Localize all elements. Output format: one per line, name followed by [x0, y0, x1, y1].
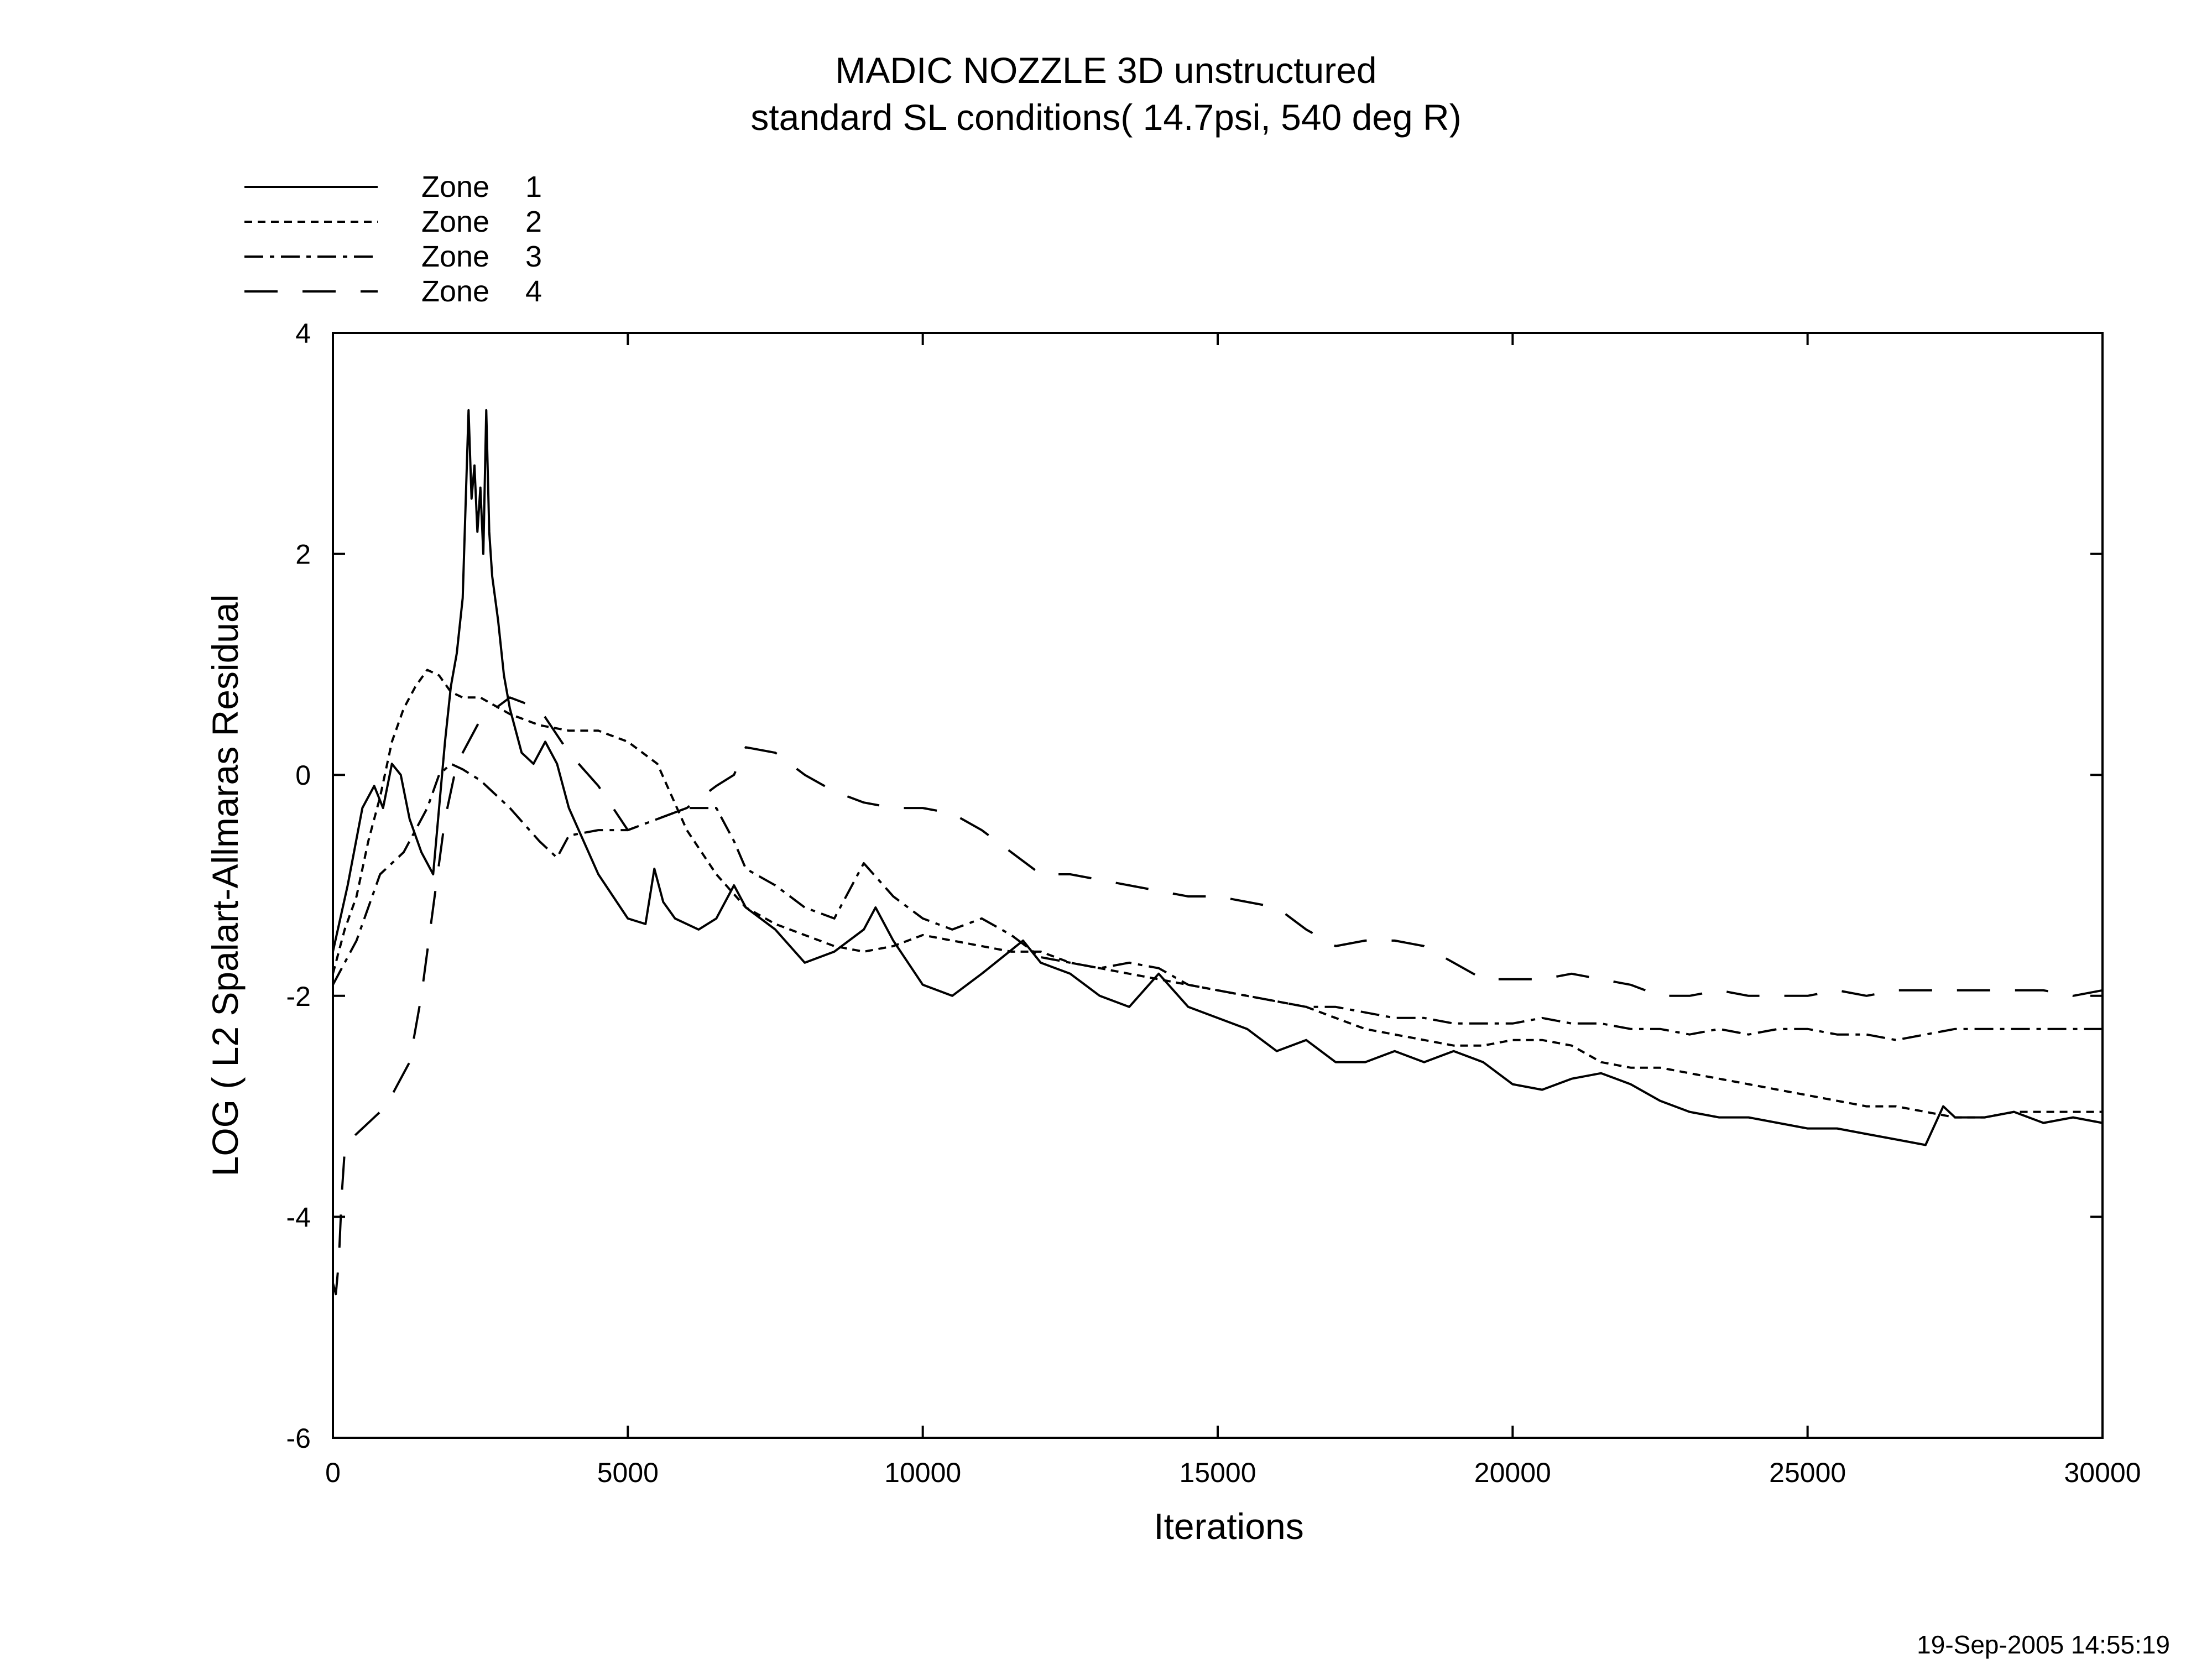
series-line-zone-4 [332, 696, 2103, 1296]
legend-label: Zone [421, 170, 489, 204]
y-tick-label: -2 [286, 981, 311, 1012]
legend-label: Zone [421, 275, 489, 308]
legend-number: 4 [525, 275, 542, 308]
y-axis-label: LOG ( L2 Spalart-Allmaras Residual [205, 594, 246, 1177]
x-tick-label: 10000 [884, 1457, 961, 1488]
axis-ticks: 0 5000 10000 15000 20000 25000 30000 4 2 0 -2 -4 -6 [286, 318, 2141, 1488]
y-tick-label: 2 [295, 539, 311, 570]
series-line-zone-3 [332, 763, 2103, 1041]
timestamp: 19-Sep-2005 14:55:19 [1917, 1630, 2170, 1659]
x-tick-label: 20000 [1474, 1457, 1551, 1488]
y-tick-label: -4 [286, 1202, 311, 1233]
x-tick-label: 5000 [597, 1457, 659, 1488]
legend-number: 1 [525, 170, 542, 204]
legend-label: Zone [421, 205, 489, 238]
x-tick-label: 30000 [2064, 1457, 2141, 1488]
legend-number: 2 [525, 205, 542, 238]
legend-label: Zone [421, 240, 489, 273]
x-tick-label: 25000 [1769, 1457, 1846, 1488]
x-tick-label: 15000 [1179, 1457, 1256, 1488]
legend-number: 3 [525, 240, 542, 273]
x-axis-label: Iterations [1154, 1506, 1303, 1547]
series-line-zone-1 [332, 409, 2103, 1146]
chart-subtitle: standard SL conditions( 14.7psi, 540 deg… [750, 97, 1461, 138]
series-line-zone-2 [332, 669, 2103, 1119]
y-tick-label: 0 [295, 760, 311, 791]
legend: Zone 1 Zone 2 Zone 3 Zone 4 [244, 170, 542, 308]
plot-frame [332, 332, 2104, 1439]
plot-area [332, 332, 2104, 1439]
chart-title: MADIC NOZZLE 3D unstructured [835, 50, 1376, 91]
series-lines [332, 409, 2103, 1296]
y-tick-label: 4 [295, 318, 311, 349]
y-tick-label: -6 [286, 1423, 311, 1454]
x-tick-label: 0 [325, 1457, 341, 1488]
